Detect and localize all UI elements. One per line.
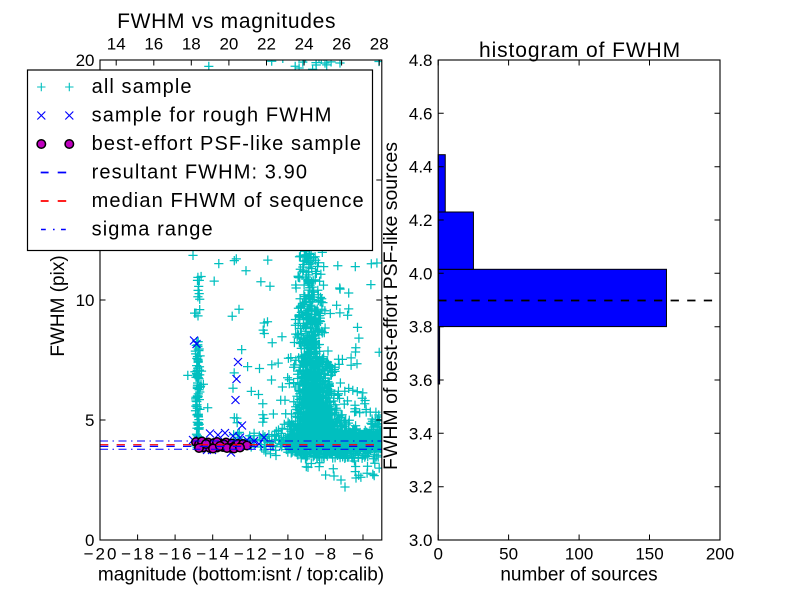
svg-text:histogram of FWHM: histogram of FWHM [479,39,681,62]
svg-text:−10: −10 [271,545,306,564]
svg-text:magnitude (bottom:isnt / top:c: magnitude (bottom:isnt / top:calib) [98,565,384,586]
svg-text:50: 50 [499,545,518,564]
svg-text:14: 14 [107,35,126,54]
svg-text:20: 20 [76,51,95,70]
svg-text:FWHM vs magnitudes: FWHM vs magnitudes [117,10,336,33]
svg-text:number of sources: number of sources [500,565,657,586]
svg-text:5: 5 [85,411,94,430]
svg-text:sample for rough FWHM: sample for rough FWHM [92,105,333,127]
svg-text:0: 0 [433,545,442,564]
svg-text:−8: −8 [315,545,338,564]
svg-text:4.6: 4.6 [409,104,433,123]
svg-text:resultant FWHM: 3.90: resultant FWHM: 3.90 [92,162,309,184]
svg-text:0: 0 [85,531,94,550]
svg-text:4.0: 4.0 [409,264,433,283]
svg-text:FWHM (pix): FWHM (pix) [48,255,69,356]
svg-text:3.6: 3.6 [409,371,433,390]
svg-text:10: 10 [76,291,95,310]
svg-text:all sample: all sample [92,76,193,98]
svg-text:median FHWM of sequence: median FHWM of sequence [92,190,365,212]
svg-text:−14: −14 [196,545,231,564]
svg-text:−6: −6 [352,545,375,564]
svg-text:4.8: 4.8 [409,51,433,70]
svg-text:−18: −18 [121,545,156,564]
svg-text:FWHM of best-effort PSF-like s: FWHM of best-effort PSF-like sources [380,142,402,470]
svg-text:−12: −12 [234,545,269,564]
svg-text:200: 200 [706,545,734,564]
svg-text:3.0: 3.0 [409,531,433,550]
svg-text:−16: −16 [159,545,194,564]
svg-text:16: 16 [144,35,163,54]
svg-text:best-effort PSF-like sample: best-effort PSF-like sample [92,133,363,155]
svg-text:150: 150 [635,545,663,564]
svg-text:26: 26 [332,35,351,54]
svg-text:28: 28 [370,35,389,54]
svg-text:−20: −20 [84,545,119,564]
svg-text:20: 20 [219,35,238,54]
svg-text:3.2: 3.2 [409,478,433,497]
svg-text:4.4: 4.4 [409,158,433,177]
svg-text:4.2: 4.2 [409,211,433,230]
svg-text:24: 24 [295,35,314,54]
svg-text:sigma range: sigma range [92,219,214,241]
svg-text:3.4: 3.4 [409,424,433,443]
svg-text:18: 18 [182,35,201,54]
svg-text:100: 100 [565,545,593,564]
svg-text:3.8: 3.8 [409,318,433,337]
svg-text:22: 22 [257,35,276,54]
